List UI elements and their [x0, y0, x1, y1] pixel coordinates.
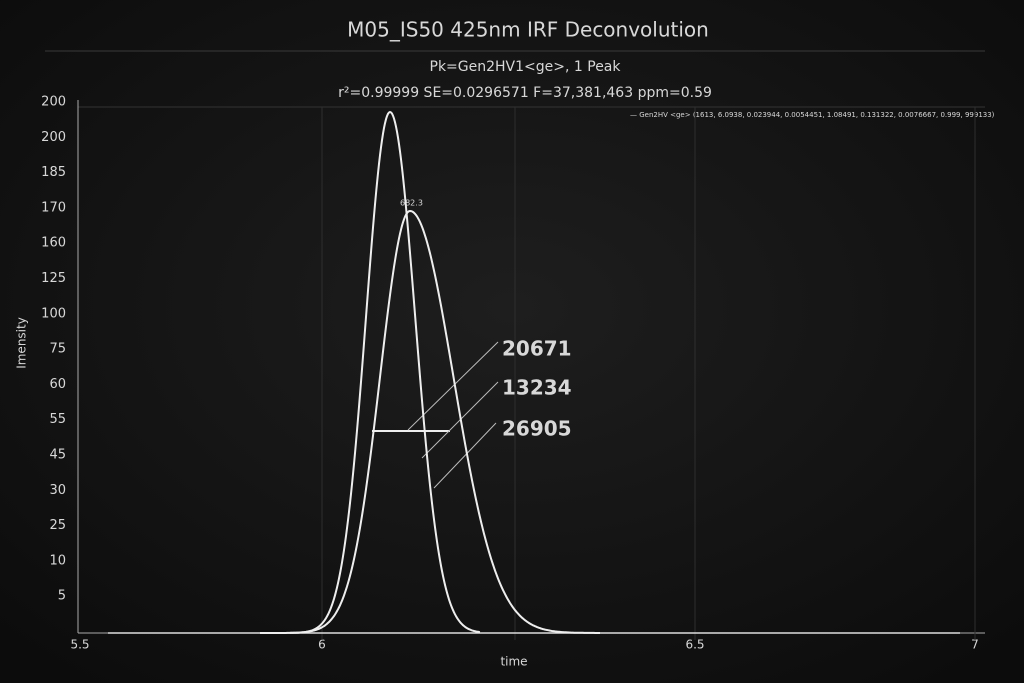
- y-tick-label: 200: [41, 95, 66, 110]
- value-label: 26905: [502, 417, 572, 441]
- value-label: 13234: [502, 376, 572, 400]
- y-tick-label: 125: [41, 271, 66, 286]
- chart-title: M05_IS50 425nm IRF Deconvolution: [347, 18, 709, 42]
- y-tick-label: 5: [58, 589, 66, 604]
- y-tick-label: 185: [41, 165, 66, 180]
- x-tick-label: 5.5: [70, 638, 89, 652]
- peak-label: 682.3: [400, 199, 423, 208]
- y-tick-label: 100: [41, 306, 66, 321]
- legend: — Gen2HV <ge> (1613, 6.0938, 0.023944, 0…: [630, 111, 995, 119]
- y-tick-label: 45: [49, 448, 66, 463]
- x-tick-label: 7: [971, 638, 979, 652]
- value-label: 20671: [502, 337, 572, 361]
- x-tick-label: 6: [318, 638, 326, 652]
- y-tick-label: 60: [49, 377, 66, 392]
- fit-stats: r²=0.99999 SE=0.0296571 F=37,381,463 ppm…: [338, 85, 712, 101]
- y-tick-label: 10: [49, 553, 66, 568]
- y-axis-label: Imensity: [15, 317, 29, 369]
- leader-line: [433, 422, 497, 489]
- y-tick-label: 30: [49, 483, 66, 498]
- y-tick-label: 55: [49, 412, 66, 427]
- subtitle: Pk=Gen2HV1<ge>, 1 Peak: [430, 59, 622, 75]
- curve: [289, 209, 600, 634]
- y-tick-label: 160: [41, 236, 66, 251]
- y-tick-label: 75: [49, 342, 66, 357]
- y-tick-label: 200: [41, 130, 66, 145]
- x-tick-label: 6.5: [685, 638, 704, 652]
- y-tick-label: 170: [41, 200, 66, 215]
- x-axis-label: time: [500, 655, 527, 669]
- y-tick-label: 25: [49, 518, 66, 533]
